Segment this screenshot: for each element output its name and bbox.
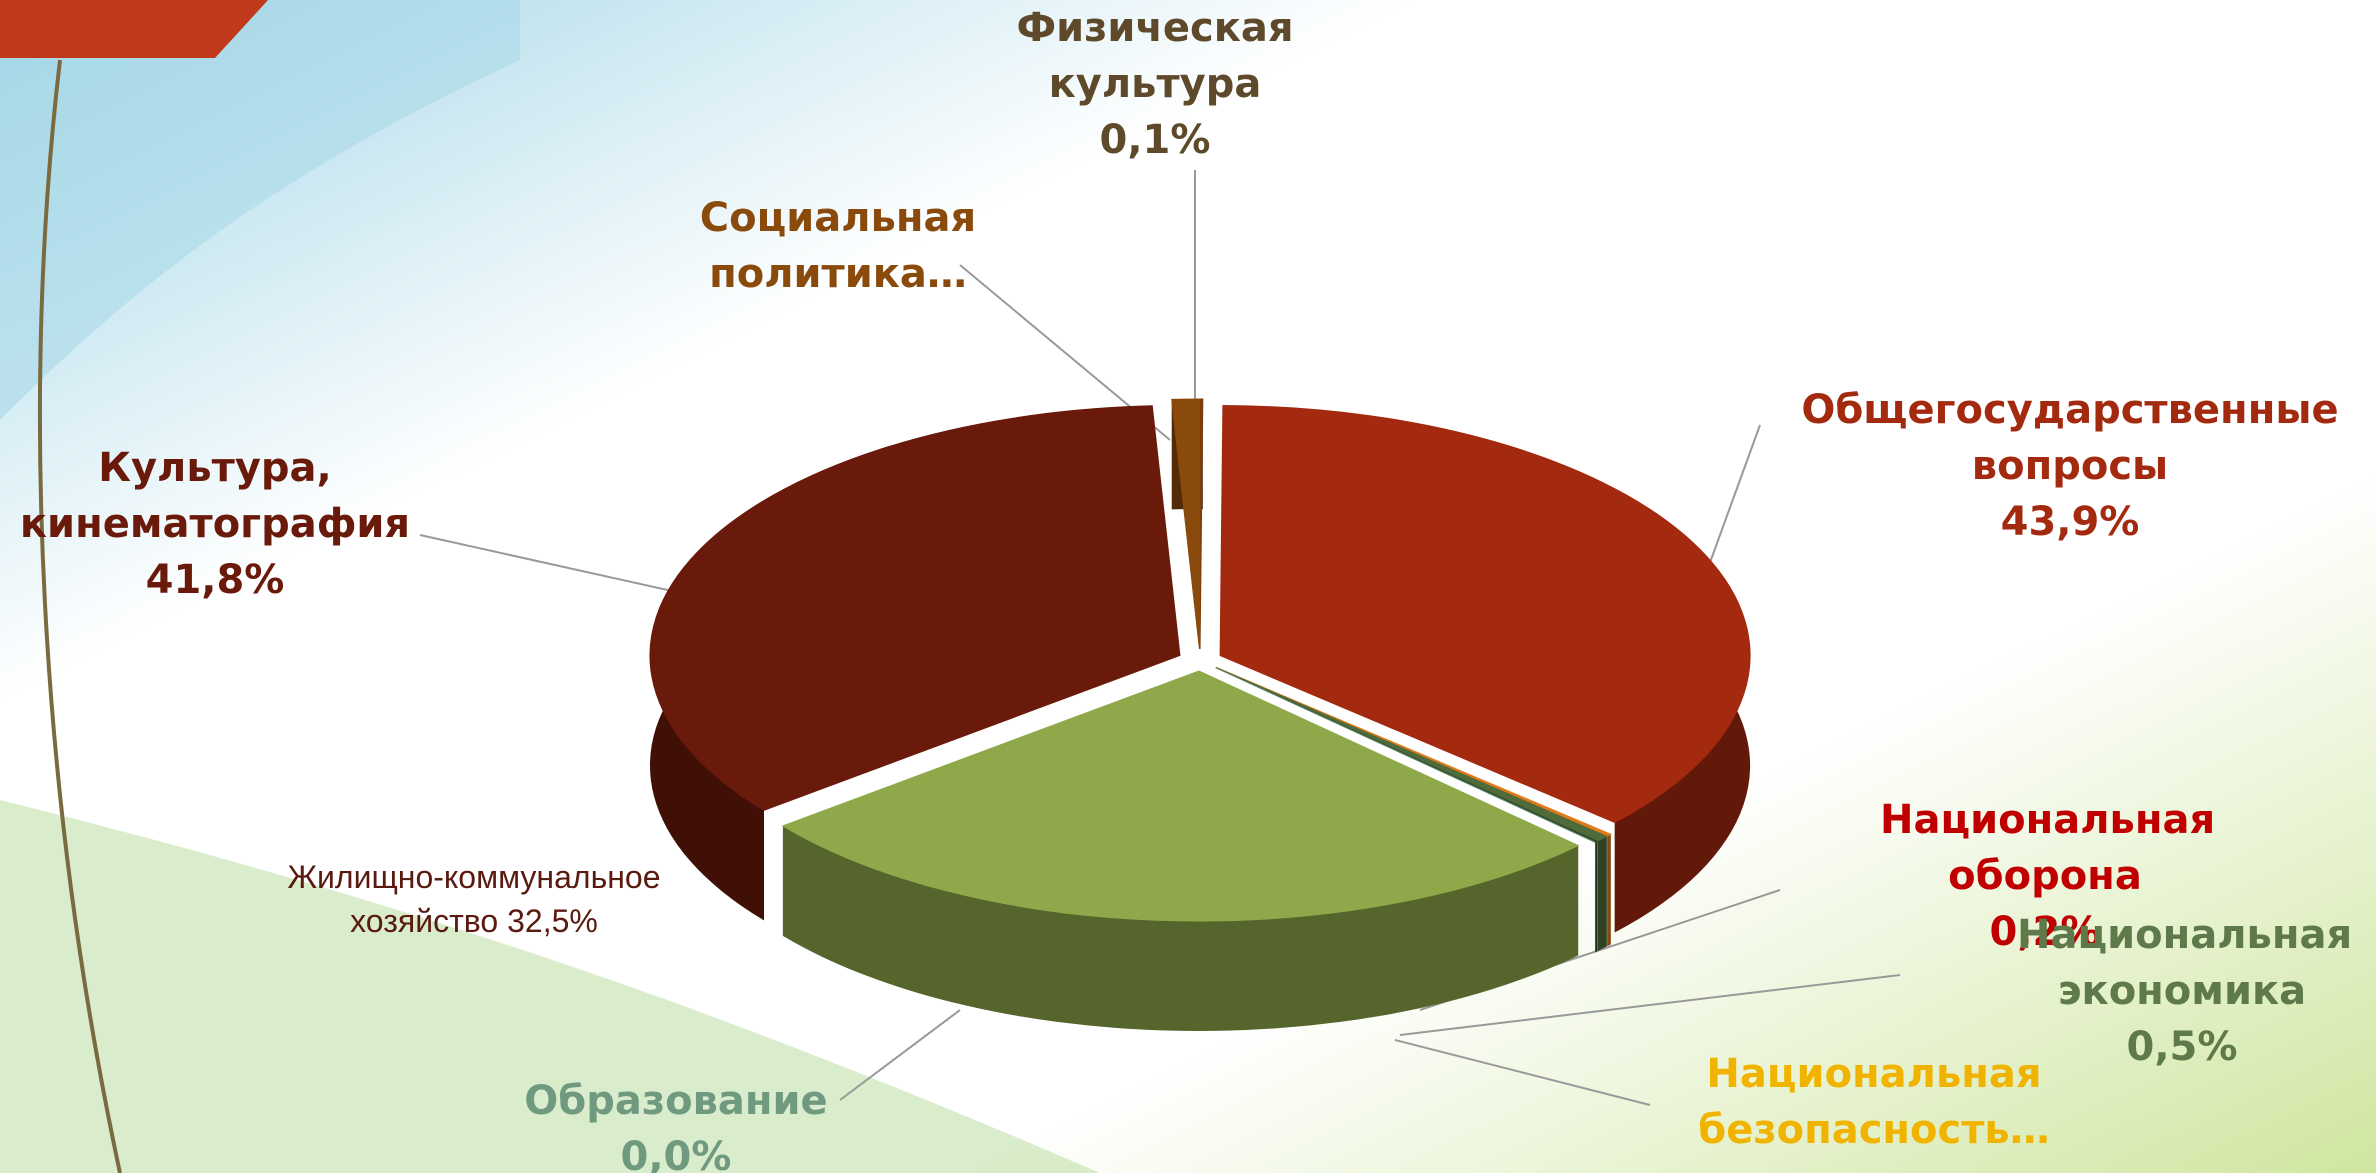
slice-side [1597,836,1606,951]
value-label: 0,5% [2127,1024,2238,1070]
category-label: Жилищно-коммунальное хозяйство [287,859,660,939]
data-label: Культура, кинематография 41,8% [0,440,430,608]
data-label: Образование 0,0% [511,1073,841,1173]
category-label: Общегосударственные вопросы [1801,387,2338,489]
data-label: Национальная безопасность… [1664,1046,2084,1158]
slice-side [1607,834,1611,946]
slice-side [1595,841,1597,952]
value-label: 0,1% [1100,117,1211,163]
data-label: Физическая культура 0,1% [1005,0,1305,168]
category-label: Образование [524,1078,827,1124]
category-label: Физическая культура [1016,5,1293,107]
value-label: 43,9% [2001,499,2140,545]
data-label: Общегосударственные вопросы 43,9% [1790,382,2350,550]
value-label: 0,0% [621,1134,732,1173]
category-label: Национальная экономика [2017,912,2352,1014]
category-label: Социальная политика… [700,195,976,297]
value-label: 32,5% [507,903,598,939]
category-label: Культура, кинематография [20,445,410,547]
value-label: 41,8% [146,557,285,603]
slide: Физическая культура 0,1% Общегосударственн… [0,0,2376,1173]
data-label: Жилищно-коммунальное хозяйство 32,5% [244,855,704,943]
category-label: Национальная оборона [1880,797,2215,899]
data-label: Социальная политика… [688,190,988,302]
category-label: Национальная безопасность… [1698,1051,2049,1153]
